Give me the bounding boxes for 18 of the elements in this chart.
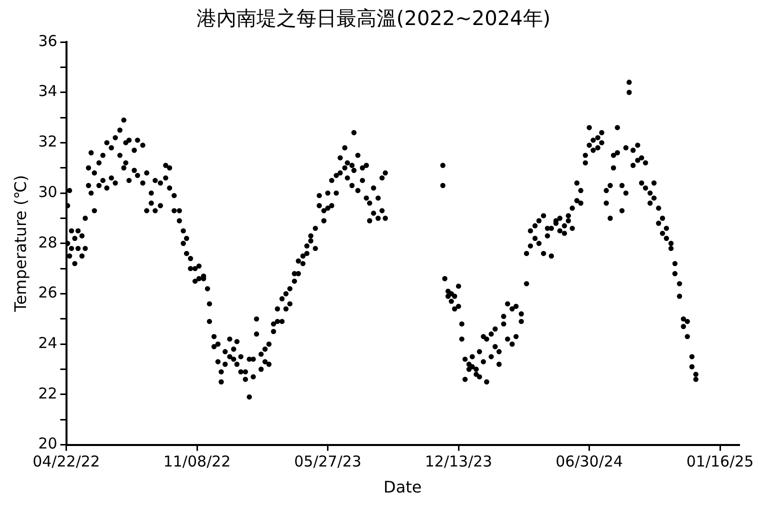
x-axis-title: Date (384, 478, 422, 497)
x-tick-label: 06/30/24 (556, 452, 623, 471)
y-tick-label: 20 (38, 434, 58, 453)
y-tick-label: 34 (38, 82, 58, 100)
y-tick-label: 26 (38, 284, 58, 302)
y-tick-label: 28 (38, 233, 58, 252)
y-tick-label: 32 (38, 132, 58, 151)
y-tick-label: 30 (38, 182, 58, 201)
x-tick-label: 04/22/22 (32, 452, 100, 471)
x-tick-label: 05/27/23 (294, 452, 362, 471)
y-tick-label: 24 (38, 334, 58, 352)
y-tick-label: 22 (38, 384, 58, 402)
y-axis-title: Temperature (℃) (10, 174, 30, 313)
x-tick-label: 11/08/22 (163, 452, 231, 471)
x-tick-label: 01/16/25 (686, 452, 754, 471)
x-tick-label: 12/13/23 (424, 452, 492, 471)
y-tick-label: 36 (38, 32, 58, 50)
chart-title: 港內南堤之每日最高溫(2022~2024年) (196, 6, 551, 30)
